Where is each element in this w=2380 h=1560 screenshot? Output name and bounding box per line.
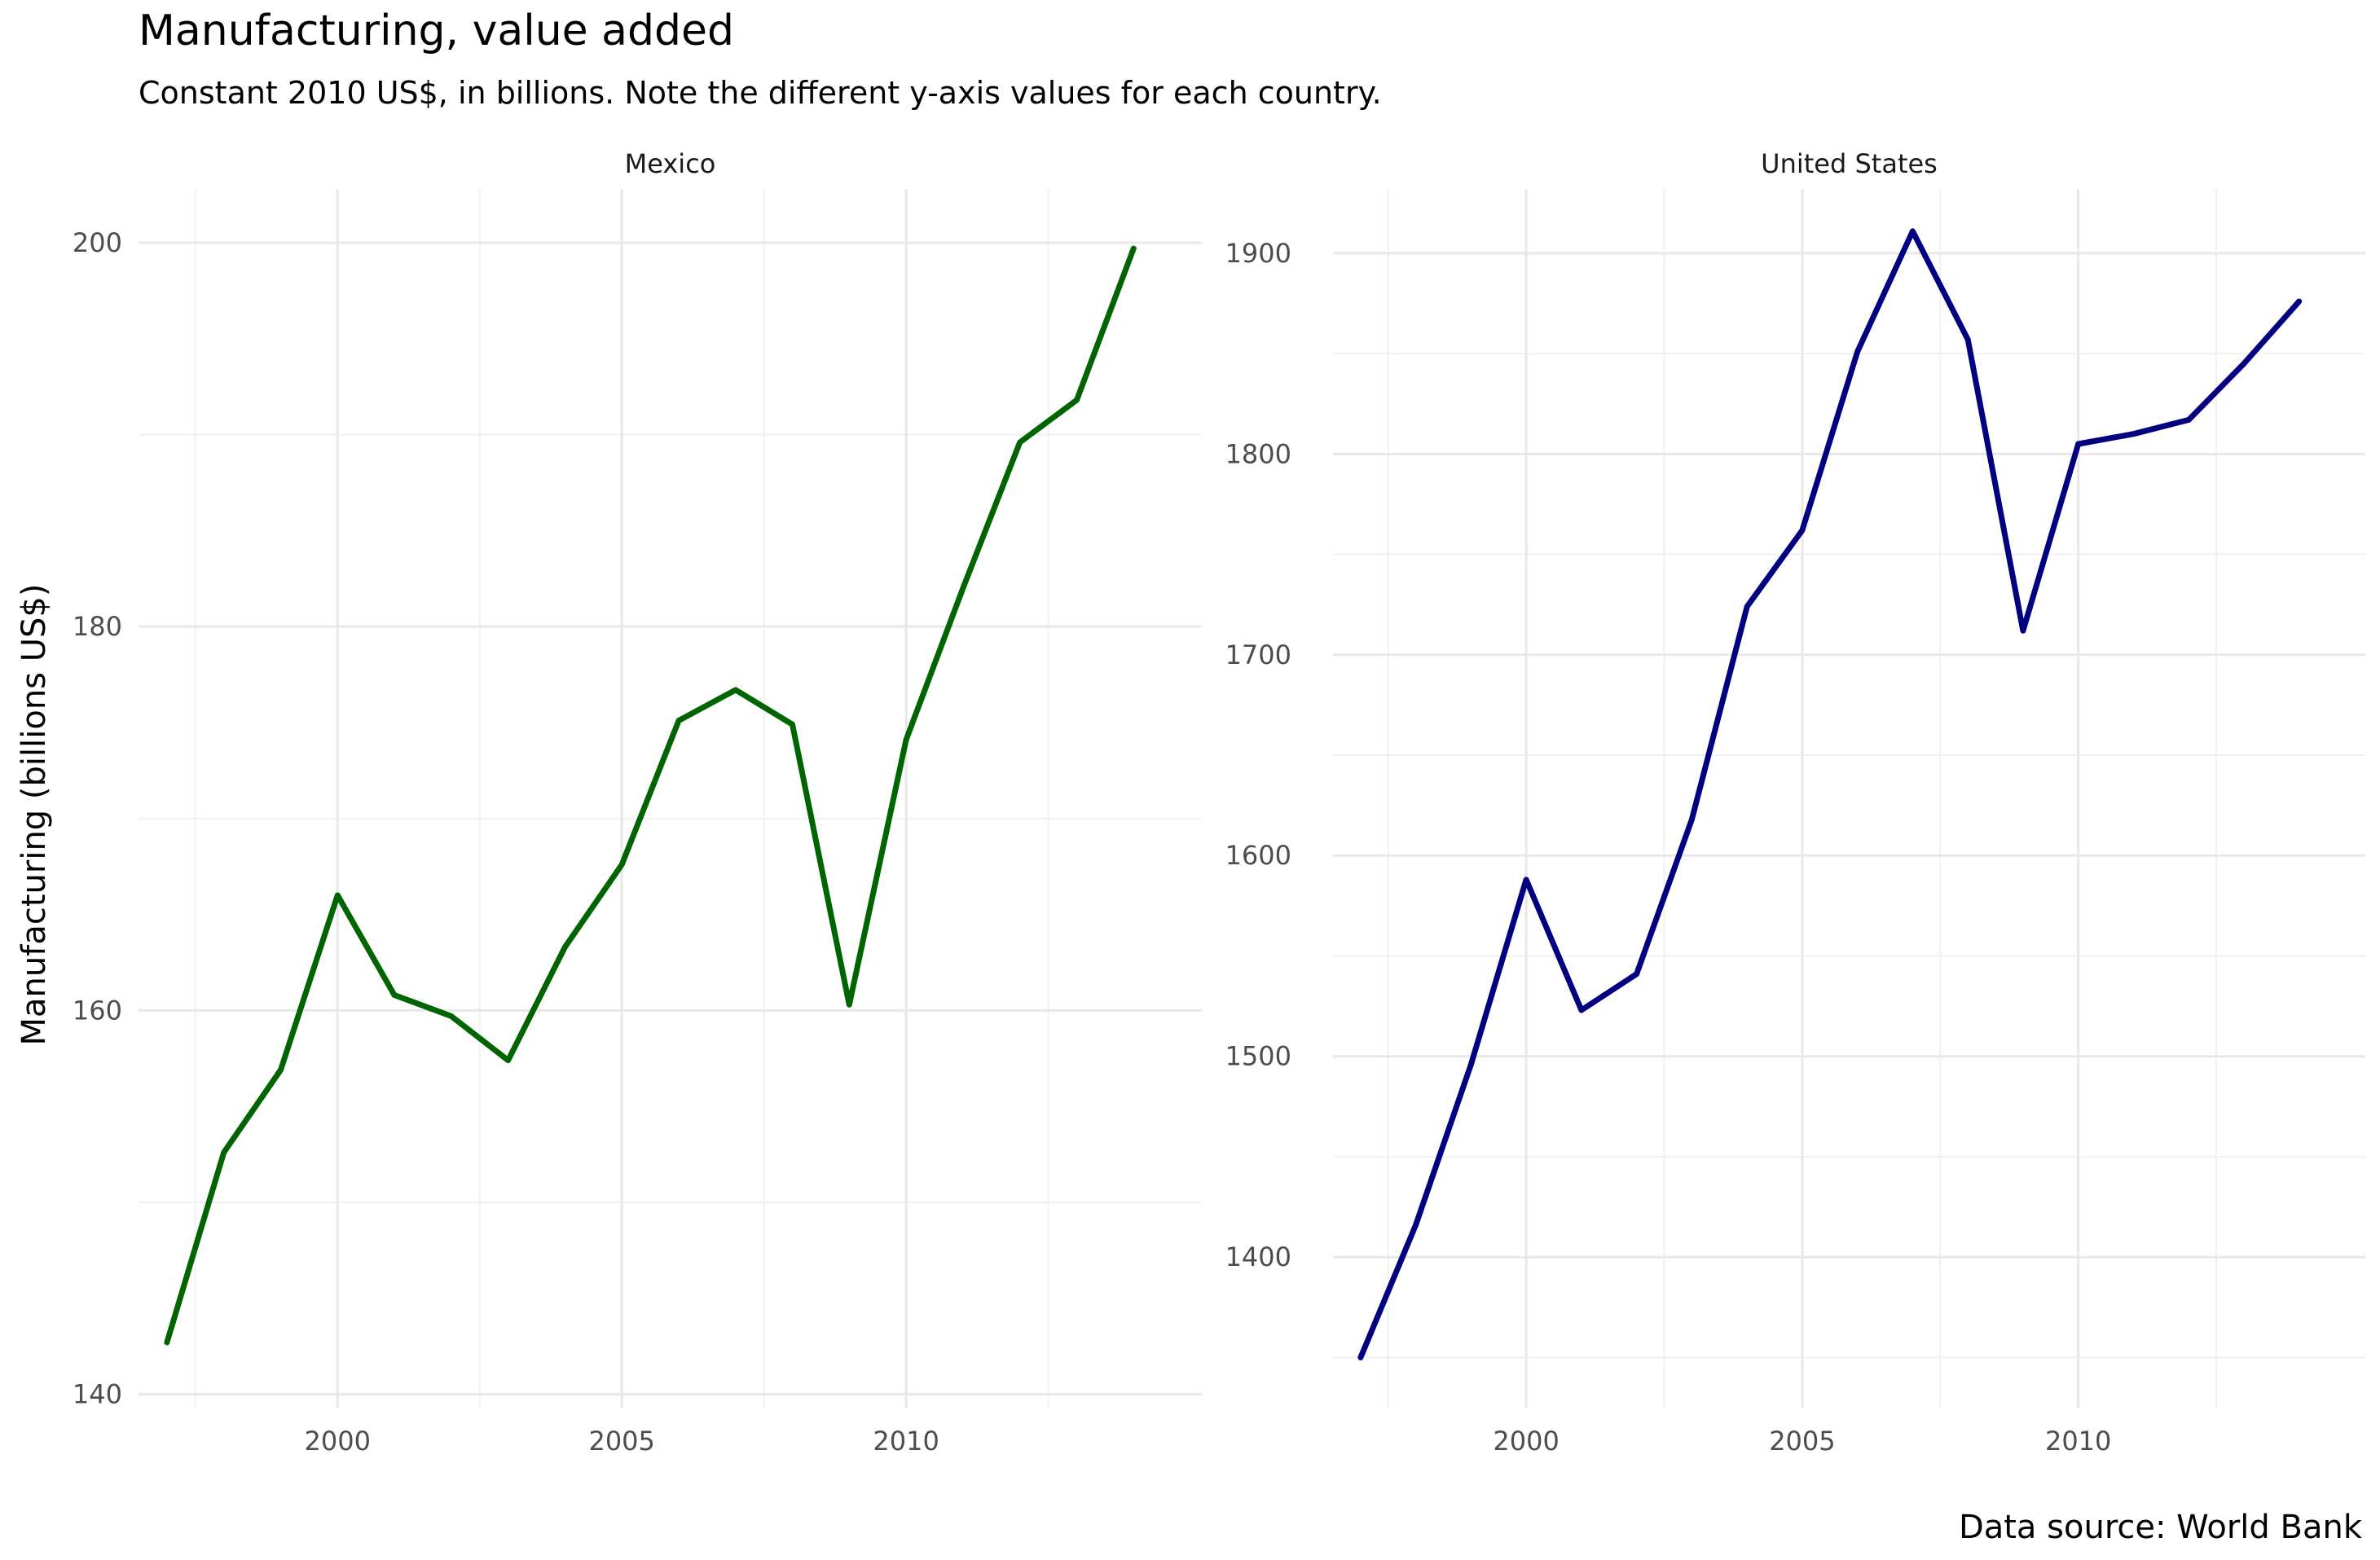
data-point — [221, 1149, 227, 1156]
chart-title: Manufacturing, value added — [139, 7, 735, 55]
panel-0: 2000 2005 2010 140 160 180 200 Mexico — [73, 148, 1202, 1457]
data-point — [2130, 431, 2136, 437]
panel-1: 2000 2005 2010 1400 1500 1600 1700 1800 1900 Unit… — [1225, 148, 2365, 1457]
data-point — [1854, 349, 1861, 355]
data-point — [1799, 527, 1806, 534]
data-point — [334, 892, 341, 899]
x-tick-label: 2005 — [588, 1426, 654, 1457]
data-point — [1467, 1061, 1474, 1068]
data-point — [732, 687, 739, 693]
y-tick-label: 140 — [73, 1379, 122, 1410]
data-point — [960, 585, 966, 591]
data-point — [1744, 604, 1750, 610]
data-point — [391, 991, 398, 998]
data-point — [903, 736, 909, 743]
y-tick-label: 160 — [73, 995, 122, 1026]
data-point — [1413, 1222, 1419, 1228]
data-point — [1017, 439, 1023, 446]
series-line — [164, 245, 1137, 1346]
x-tick-label: 2010 — [873, 1426, 939, 1457]
data-point — [277, 1066, 284, 1073]
data-point — [2296, 298, 2303, 305]
x-tick-label: 2010 — [2045, 1426, 2111, 1457]
data-point — [846, 1001, 852, 1008]
data-point — [1964, 336, 1971, 343]
y-tick-label: 180 — [73, 611, 122, 642]
data-point — [618, 861, 625, 868]
data-point — [2075, 441, 2082, 447]
data-point — [1073, 397, 1080, 403]
y-tick-label: 1700 — [1225, 639, 1291, 670]
x-tick-label: 2005 — [1769, 1426, 1835, 1457]
facet-label: Mexico — [625, 148, 716, 179]
data-point — [1634, 971, 1640, 978]
data-point — [1578, 1007, 1585, 1013]
y-tick-label: 200 — [73, 227, 122, 258]
data-point — [448, 1013, 455, 1019]
chart-subtitle: Constant 2010 US$, in billions. Note the… — [139, 75, 1382, 111]
data-point — [164, 1339, 170, 1346]
data-point — [1909, 228, 1916, 235]
data-source-caption: Data source: World Bank — [1958, 1509, 2362, 1546]
data-point — [505, 1057, 512, 1064]
data-point — [1523, 877, 1529, 883]
facet-label: United States — [1761, 148, 1938, 179]
series-line — [1357, 228, 2303, 1360]
data-point — [1357, 1354, 1364, 1360]
data-point — [2020, 627, 2026, 634]
data-point — [790, 721, 796, 727]
data-point — [2185, 416, 2192, 423]
data-point — [1130, 245, 1137, 252]
y-tick-label: 1400 — [1225, 1241, 1291, 1272]
y-tick-label: 1600 — [1225, 840, 1291, 871]
x-tick-label: 2000 — [305, 1426, 371, 1457]
data-point — [675, 718, 682, 724]
data-point — [2241, 360, 2247, 367]
y-tick-label: 1500 — [1225, 1041, 1291, 1072]
data-point — [1688, 816, 1695, 823]
y-tick-label: 1900 — [1225, 238, 1291, 269]
y-tick-label: 1800 — [1225, 438, 1291, 469]
x-tick-label: 2000 — [1493, 1426, 1559, 1457]
data-point — [561, 944, 568, 951]
